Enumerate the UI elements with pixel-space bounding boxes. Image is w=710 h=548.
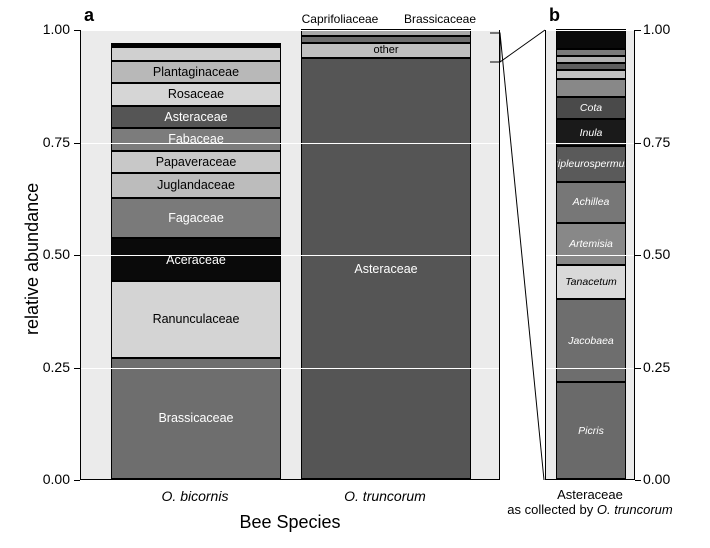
y-tick-mark bbox=[74, 143, 80, 144]
y-tick-mark bbox=[635, 480, 641, 481]
gridline bbox=[81, 143, 499, 144]
y-tick-label: 0.75 bbox=[643, 134, 681, 150]
y-tick-mark bbox=[74, 30, 80, 31]
gridline bbox=[546, 480, 634, 481]
y-tick-mark bbox=[635, 368, 641, 369]
panel-b-x-label: Asteraceaeas collected by O. truncorum bbox=[490, 488, 690, 518]
gridline bbox=[546, 143, 634, 144]
y-tick-label: 0.25 bbox=[32, 359, 70, 375]
gridline bbox=[546, 368, 634, 369]
y-tick-mark bbox=[74, 255, 80, 256]
connector-lines bbox=[0, 0, 710, 548]
y-tick-label: 0.00 bbox=[643, 471, 681, 487]
y-tick-mark bbox=[635, 30, 641, 31]
y-tick-mark bbox=[635, 143, 641, 144]
x-tick-label: O. truncorum bbox=[300, 488, 470, 504]
y-tick-label: 1.00 bbox=[32, 21, 70, 37]
y-tick-label: 1.00 bbox=[643, 21, 681, 37]
gridline bbox=[546, 255, 634, 256]
y-tick-label: 0.25 bbox=[643, 359, 681, 375]
x-tick-label: O. bicornis bbox=[110, 488, 280, 504]
y-tick-label: 0.50 bbox=[32, 246, 70, 262]
gridline bbox=[81, 255, 499, 256]
top-annotation: Caprifoliaceae bbox=[290, 12, 390, 26]
y-tick-mark bbox=[74, 480, 80, 481]
figure-root: BrassicaceaeRanunculaceaeAceraceaeFagace… bbox=[0, 0, 710, 548]
y-tick-label: 0.00 bbox=[32, 471, 70, 487]
y-tick-label: 0.50 bbox=[643, 246, 681, 262]
gridline bbox=[81, 368, 499, 369]
y-tick-label: 0.75 bbox=[32, 134, 70, 150]
top-annotation: Brassicaceae bbox=[390, 12, 490, 26]
gridline bbox=[546, 30, 634, 31]
gridline bbox=[81, 30, 499, 31]
y-tick-mark bbox=[635, 255, 641, 256]
gridline bbox=[81, 480, 499, 481]
y-tick-mark bbox=[74, 368, 80, 369]
